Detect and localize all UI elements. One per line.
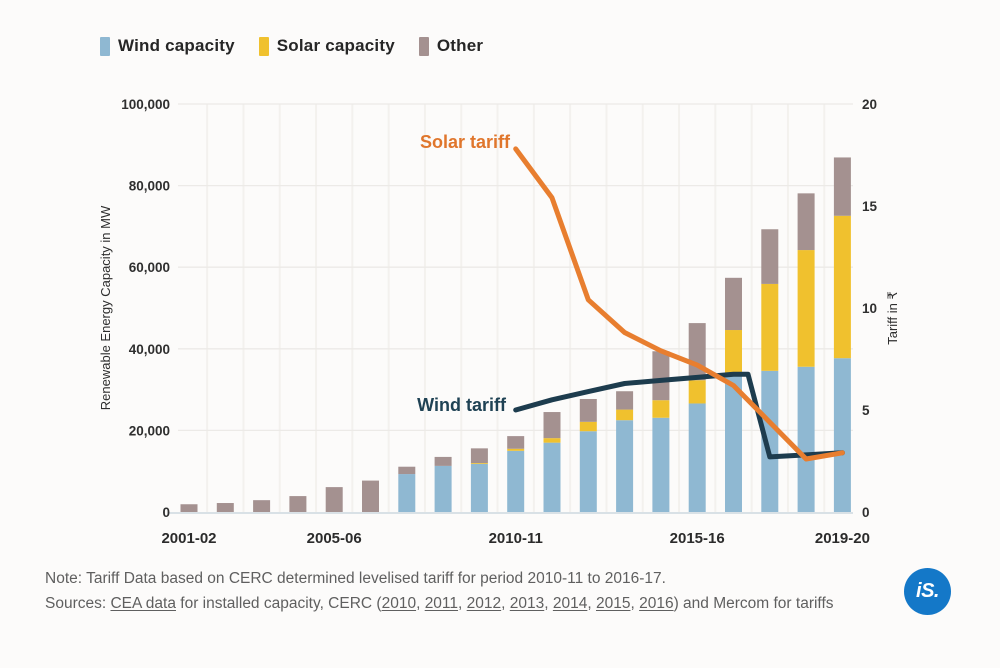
legend-label-wind: Wind capacity (118, 36, 235, 55)
cerc-year-link-2010[interactable]: 2010 (381, 595, 417, 612)
bars-group (180, 157, 851, 512)
bar-segment (761, 283, 779, 371)
right-axis-tick: 20 (862, 97, 877, 112)
bar-segment (761, 370, 779, 512)
sources-prefix: Sources: (45, 595, 111, 612)
bar-segment (797, 250, 815, 367)
right-axis-tick: 5 (862, 403, 870, 418)
bar-segment (688, 323, 706, 381)
bar-segment (253, 500, 271, 512)
wind-tariff-line-label: Wind tariff (417, 395, 506, 415)
indiaspend-logo[interactable]: iS. (904, 568, 951, 615)
left-axis-tick: 40,000 (129, 342, 170, 357)
x-axis-tick: 2005-06 (307, 530, 362, 547)
bar-segment (362, 480, 379, 512)
bar-segment (398, 466, 416, 475)
solar-tariff-line (513, 146, 845, 462)
x-axis-tick: 2019-20 (815, 530, 870, 547)
bar-segment (507, 448, 525, 451)
left-axis-tick: 60,000 (129, 260, 170, 275)
bar-segment (725, 277, 742, 331)
bar-segment (434, 456, 452, 466)
sources-line: Sources: CEA data for installed capacity… (45, 591, 834, 616)
x-axis-tick: 2015-16 (670, 530, 725, 547)
wind-tariff-line (513, 371, 845, 460)
left-axis-title: Renewable Energy Capacity in MW (98, 205, 113, 410)
footer-notes: Note: Tariff Data based on CERC determin… (45, 566, 834, 616)
bar-segment (543, 442, 561, 512)
bar-segment (579, 431, 597, 512)
bar-segment (398, 474, 416, 512)
bar-segment (434, 465, 452, 512)
bar-segment (470, 448, 488, 464)
right-axis-tick: 0 (862, 505, 870, 520)
combo-chart: 0 20,000 40,000 60,000 80,000 100,000 0 5 10 15 20… (98, 97, 900, 547)
bar-segment (470, 463, 488, 512)
other-swatch-icon (418, 36, 429, 56)
left-axis-tick: 80,000 (129, 179, 170, 194)
legend-label-other: Other (436, 36, 484, 55)
legend-item-wind: Wind capacity (100, 36, 235, 56)
bar-segment (543, 412, 561, 439)
bar-segment (688, 403, 706, 512)
cerc-year-link-2016[interactable]: 2016 (639, 595, 674, 612)
cerc-year-links: 2010, 2011, 2012, 2013, 2014, 2015, 2016 (381, 595, 674, 612)
bar-segment (797, 366, 815, 512)
solar-swatch-icon (258, 36, 269, 56)
bar-segment (725, 373, 742, 512)
legend-label-solar: Solar capacity (276, 36, 395, 55)
bar-segment (652, 400, 670, 418)
cerc-year-link-2013[interactable]: 2013 (509, 595, 545, 612)
logo-text: iS. (916, 580, 939, 602)
cea-data-link[interactable]: CEA data (110, 595, 176, 612)
bar-segment (833, 358, 851, 512)
legend-item-solar: Solar capacity (258, 36, 395, 56)
x-axis-tick: 2001-02 (161, 530, 216, 547)
left-axis-tick: 20,000 (129, 423, 170, 438)
bar-segment (579, 398, 597, 422)
wind-swatch-icon (100, 36, 110, 56)
cerc-year-link-2014[interactable]: 2014 (552, 595, 588, 612)
right-axis-tick: 15 (862, 199, 878, 214)
bar-segment (725, 330, 742, 374)
bar-segment (543, 438, 561, 443)
bar-segment (325, 487, 343, 512)
sources-suffix: ) and Mercom for tariffs (673, 595, 834, 612)
bar-segment (507, 436, 525, 449)
bar-segment (833, 157, 851, 216)
note-line: Note: Tariff Data based on CERC determin… (45, 570, 666, 587)
bar-segment (507, 450, 525, 512)
bar-segment (688, 380, 706, 404)
cerc-year-link-2011[interactable]: 2011 (424, 595, 459, 612)
chart-legend: Wind capacity Solar capacity Other (100, 36, 483, 56)
left-axis-tick: 100,000 (121, 97, 170, 112)
bar-segment (797, 193, 815, 251)
right-axis-tick: 10 (862, 301, 877, 316)
bar-segment (216, 503, 234, 512)
solar-tariff-line-label: Solar tariff (419, 132, 510, 152)
bar-segment (470, 463, 488, 464)
cerc-year-link-2012[interactable]: 2012 (466, 595, 502, 612)
bar-segment (579, 421, 597, 432)
bar-segment (652, 417, 670, 512)
right-axis-title: Tariff in ₹ (885, 291, 900, 345)
bar-segment (652, 351, 670, 401)
bar-segment (616, 409, 634, 421)
x-axis-tick: 2010-11 (489, 530, 543, 547)
legend-item-other: Other (418, 36, 484, 56)
bar-segment (616, 391, 634, 410)
left-axis-tick: 0 (162, 505, 170, 520)
bar-segment (289, 496, 307, 512)
bar-segment (833, 215, 851, 359)
sources-mid: for installed capacity, CERC ( (175, 595, 382, 612)
cerc-year-link-2015[interactable]: 2015 (595, 595, 631, 612)
bar-segment (761, 229, 779, 284)
bar-segment (616, 420, 634, 512)
bar-segment (180, 504, 198, 512)
